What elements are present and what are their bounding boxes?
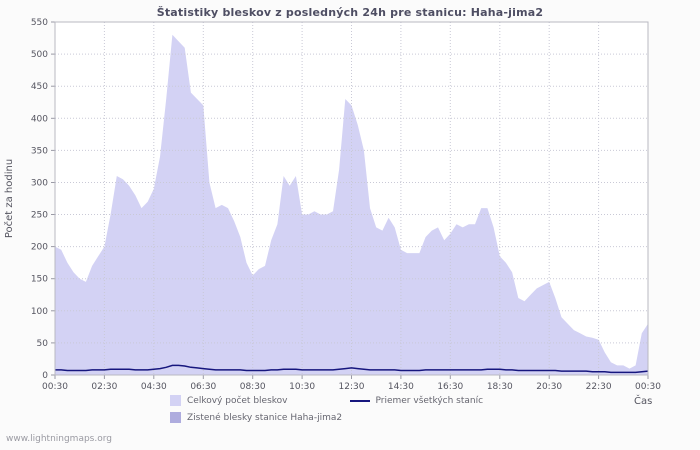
- svg-text:10:30: 10:30: [289, 382, 315, 392]
- chart-legend: Celkový počet bleskov Priemer všetkých s…: [170, 392, 545, 426]
- svg-text:04:30: 04:30: [141, 382, 167, 392]
- svg-text:06:30: 06:30: [190, 382, 216, 392]
- legend-row-1: Celkový počet bleskov Priemer všetkých s…: [170, 392, 545, 409]
- svg-text:20:30: 20:30: [536, 382, 562, 392]
- total-flashes-swatch-icon: [170, 395, 181, 406]
- svg-text:00:30: 00:30: [635, 382, 661, 392]
- svg-text:50: 50: [37, 339, 49, 349]
- legend-label-total: Celkový počet bleskov: [187, 395, 288, 406]
- x-axis-title: Čas: [634, 396, 653, 407]
- legend-item-average: Priemer všetkých staníc: [349, 395, 484, 406]
- lightningmaps-footer-link[interactable]: www.lightningmaps.org: [6, 434, 112, 444]
- chart-title: Štatistiky bleskov z posledných 24h pre …: [156, 6, 544, 19]
- legend-row-2: Zistené blesky stanice Haha-jima2: [170, 409, 545, 426]
- svg-text:150: 150: [31, 275, 48, 285]
- svg-text:14:30: 14:30: [388, 382, 414, 392]
- legend-label-station: Zistené blesky stanice Haha-jima2: [187, 412, 343, 423]
- svg-text:08:30: 08:30: [240, 382, 266, 392]
- svg-text:250: 250: [31, 211, 48, 221]
- svg-text:16:30: 16:30: [437, 382, 463, 392]
- svg-text:22:30: 22:30: [586, 382, 612, 392]
- svg-text:18:30: 18:30: [487, 382, 513, 392]
- svg-text:300: 300: [31, 179, 48, 189]
- svg-text:12:30: 12:30: [339, 382, 365, 392]
- station-flashes-swatch-icon: [170, 412, 181, 423]
- svg-text:550: 550: [31, 18, 48, 28]
- svg-text:400: 400: [31, 114, 48, 124]
- svg-text:Počet za hodinu: Počet za hodinu: [3, 159, 15, 238]
- svg-text:02:30: 02:30: [91, 382, 117, 392]
- average-line-swatch-icon: [349, 399, 370, 402]
- svg-text:350: 350: [31, 146, 48, 156]
- svg-text:500: 500: [31, 50, 48, 60]
- legend-label-average: Priemer všetkých staníc: [375, 395, 484, 406]
- svg-text:100: 100: [31, 307, 48, 317]
- svg-text:00:30: 00:30: [42, 382, 68, 392]
- legend-item-total: Celkový počet bleskov: [170, 395, 288, 406]
- legend-item-station: Zistené blesky stanice Haha-jima2: [170, 412, 342, 423]
- svg-text:0: 0: [42, 371, 48, 381]
- svg-text:200: 200: [31, 243, 48, 253]
- svg-text:450: 450: [31, 82, 48, 92]
